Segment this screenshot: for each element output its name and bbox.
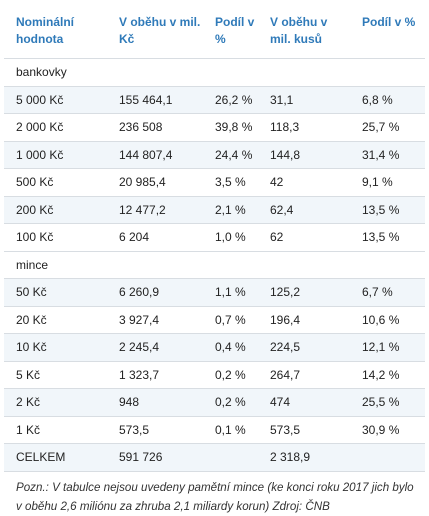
table-cell: 6,7 % <box>350 278 425 307</box>
table-cell: 31,4 % <box>350 141 425 169</box>
header-share-value: Podíl v % <box>203 4 258 59</box>
table-cell: 24,4 % <box>203 141 258 169</box>
section-row: mince <box>4 251 425 279</box>
header-circulation-czk: V oběhu v mil. Kč <box>107 4 203 59</box>
table-row: 500 Kč 20 985,4 3,5 % 42 9,1 % <box>4 168 425 197</box>
table-row: 1 000 Kč 144 807,4 24,4 % 144,8 31,4 % <box>4 141 425 169</box>
table-cell: 31,1 <box>258 86 350 114</box>
table-cell: 2 245,4 <box>107 333 203 362</box>
table-cell: 5 000 Kč <box>4 86 107 114</box>
table-cell: 2 000 Kč <box>4 113 107 142</box>
header-nominal-value: Nominální hodnota <box>4 4 107 59</box>
table-row: 20 Kč 3 927,4 0,7 % 196,4 10,6 % <box>4 306 425 334</box>
table-body: bankovky 5 000 Kč 155 464,1 26,2 % 31,1 6,8 %… <box>4 58 425 472</box>
table-row: 100 Kč 6 204 1,0 % 62 13,5 % <box>4 223 425 252</box>
table-cell <box>203 443 258 472</box>
table-cell: 1,0 % <box>203 223 258 252</box>
table-cell: 0,2 % <box>203 361 258 389</box>
table-row: 1 Kč 573,5 0,1 % 573,5 30,9 % <box>4 416 425 444</box>
table-cell: 144 807,4 <box>107 141 203 169</box>
table-cell: 573,5 <box>107 416 203 444</box>
table-cell: 10 Kč <box>4 333 107 362</box>
table-cell: 0,7 % <box>203 306 258 334</box>
table-cell: 2 318,9 <box>258 443 350 472</box>
table-cell: 573,5 <box>258 416 350 444</box>
table-row: 5 000 Kč 155 464,1 26,2 % 31,1 6,8 % <box>4 86 425 114</box>
table-cell: 0,1 % <box>203 416 258 444</box>
table-cell: 13,5 % <box>350 196 425 224</box>
table-cell: 1 Kč <box>4 416 107 444</box>
table-cell: 12 477,2 <box>107 196 203 224</box>
table-cell: 6 260,9 <box>107 278 203 307</box>
table-cell: 30,9 % <box>350 416 425 444</box>
table-cell: 500 Kč <box>4 168 107 197</box>
table-row: 2 000 Kč 236 508 39,8 % 118,3 25,7 % <box>4 113 425 142</box>
table-cell: 155 464,1 <box>107 86 203 114</box>
header-circulation-pieces: V oběhu v mil. kusů <box>258 4 350 59</box>
table-cell: 39,8 % <box>203 113 258 142</box>
table-cell: 42 <box>258 168 350 197</box>
table-row: 10 Kč 2 245,4 0,4 % 224,5 12,1 % <box>4 333 425 362</box>
table-row: 50 Kč 6 260,9 1,1 % 125,2 6,7 % <box>4 278 425 307</box>
table-cell: 125,2 <box>258 278 350 307</box>
table-cell: 196,4 <box>258 306 350 334</box>
table-cell: 6,8 % <box>350 86 425 114</box>
section-row: bankovky <box>4 58 425 87</box>
table-cell: 264,7 <box>258 361 350 389</box>
total-row: CELKEM 591 726 2 318,9 <box>4 443 425 472</box>
table-cell: 1 323,7 <box>107 361 203 389</box>
table-cell: 6 204 <box>107 223 203 252</box>
table-cell: 25,5 % <box>350 388 425 417</box>
table-cell: 14,2 % <box>350 361 425 389</box>
table-cell: 1 000 Kč <box>4 141 107 169</box>
table-cell: 50 Kč <box>4 278 107 307</box>
table-cell: 200 Kč <box>4 196 107 224</box>
table-cell: 13,5 % <box>350 223 425 252</box>
table-header-row: Nominální hodnota V oběhu v mil. Kč Podí… <box>4 4 425 59</box>
header-share-pieces: Podíl v % <box>350 4 425 59</box>
table-cell: CELKEM <box>4 443 107 472</box>
table-cell: 3 927,4 <box>107 306 203 334</box>
table-cell: 100 Kč <box>4 223 107 252</box>
table-cell: 144,8 <box>258 141 350 169</box>
table-cell: 26,2 % <box>203 86 258 114</box>
table-cell: 20 Kč <box>4 306 107 334</box>
table-cell: 224,5 <box>258 333 350 362</box>
table-cell: 591 726 <box>107 443 203 472</box>
table-cell: 948 <box>107 388 203 417</box>
table-cell: 3,5 % <box>203 168 258 197</box>
table-row: 5 Kč 1 323,7 0,2 % 264,7 14,2 % <box>4 361 425 389</box>
table-cell: 5 Kč <box>4 361 107 389</box>
table-cell: 12,1 % <box>350 333 425 362</box>
section-label: bankovky <box>4 58 425 87</box>
table-cell: 10,6 % <box>350 306 425 334</box>
currency-table: Nominální hodnota V oběhu v mil. Kč Podí… <box>4 4 425 472</box>
table-cell: 2,1 % <box>203 196 258 224</box>
table-cell: 0,2 % <box>203 388 258 417</box>
table-cell: 0,4 % <box>203 333 258 362</box>
table-footnote: Pozn.: V tabulce nejsou uvedeny pamětní … <box>16 480 414 513</box>
table-cell: 1,1 % <box>203 278 258 307</box>
table-cell: 62 <box>258 223 350 252</box>
table-cell: 9,1 % <box>350 168 425 197</box>
table-row: 200 Kč 12 477,2 2,1 % 62,4 13,5 % <box>4 196 425 224</box>
table-cell: 20 985,4 <box>107 168 203 197</box>
table-cell: 474 <box>258 388 350 417</box>
table-row: 2 Kč 948 0,2 % 474 25,5 % <box>4 388 425 417</box>
table-cell: 25,7 % <box>350 113 425 142</box>
table-cell: 2 Kč <box>4 388 107 417</box>
table-cell <box>350 443 425 472</box>
table-cell: 118,3 <box>258 113 350 142</box>
table-cell: 236 508 <box>107 113 203 142</box>
table-cell: 62,4 <box>258 196 350 224</box>
section-label: mince <box>4 251 425 279</box>
